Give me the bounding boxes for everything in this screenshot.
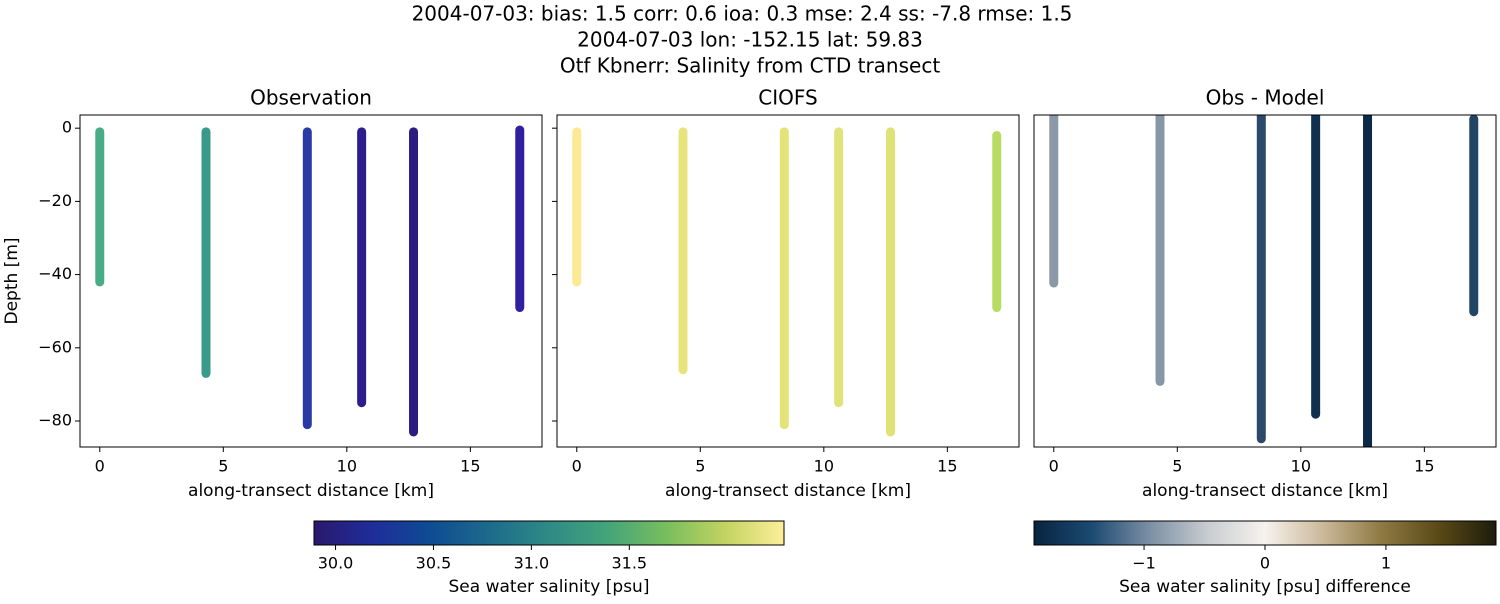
axes-frame [556, 114, 1020, 448]
x-axis-label: along-transect distance [km] [1142, 481, 1388, 501]
colorbar-tick-label: 0 [1260, 554, 1270, 573]
panel-title: Observation [250, 86, 372, 110]
colorbar-label: Sea water salinity [psu] difference [1119, 577, 1411, 597]
y-tick-label: −60 [38, 337, 72, 356]
axes-frame [1033, 114, 1497, 448]
x-axis-label: along-transect distance [km] [188, 481, 434, 501]
x-tick-label: 15 [937, 457, 957, 476]
colorbar-tick-label: 31.0 [514, 554, 550, 573]
x-tick-label: 10 [1291, 457, 1311, 476]
x-tick-label: 0 [95, 457, 105, 476]
x-tick-label: 10 [814, 457, 834, 476]
colorbar-label: Sea water salinity [psu] [449, 577, 650, 597]
x-tick-label: 5 [218, 457, 228, 476]
x-tick-label: 5 [1172, 457, 1182, 476]
suptitle: Otf Kbnerr: Salinity from CTD transect [560, 54, 941, 78]
suptitle: 2004-07-03: bias: 1.5 corr: 0.6 ioa: 0.3… [412, 2, 1073, 26]
x-tick-label: 0 [572, 457, 582, 476]
colorbar [1033, 520, 1497, 546]
colorbar-tick-label: 1 [1381, 554, 1391, 573]
x-tick-label: 0 [1049, 457, 1059, 476]
y-tick-label: −20 [38, 191, 72, 210]
panel-title: Obs - Model [1206, 86, 1325, 110]
y-axis-label: Depth [m] [2, 237, 22, 324]
colorbar-tick-label: 30.5 [416, 554, 452, 573]
colorbar [313, 520, 785, 546]
x-tick-label: 15 [460, 457, 480, 476]
y-tick-label: 0 [62, 118, 72, 137]
x-tick-label: 10 [337, 457, 357, 476]
colorbar-tick-label: −1 [1132, 554, 1156, 573]
colorbar-tick-label: 30.0 [318, 554, 354, 573]
y-tick-label: −80 [38, 411, 72, 430]
axes-frame [79, 114, 543, 448]
x-tick-label: 15 [1414, 457, 1434, 476]
x-axis-label: along-transect distance [km] [665, 481, 911, 501]
y-tick-label: −40 [38, 264, 72, 283]
suptitle: 2004-07-03 lon: -152.15 lat: 59.83 [577, 28, 923, 52]
x-tick-label: 5 [695, 457, 705, 476]
panel-title: CIOFS [758, 86, 817, 110]
colorbar-tick-label: 31.5 [611, 554, 647, 573]
